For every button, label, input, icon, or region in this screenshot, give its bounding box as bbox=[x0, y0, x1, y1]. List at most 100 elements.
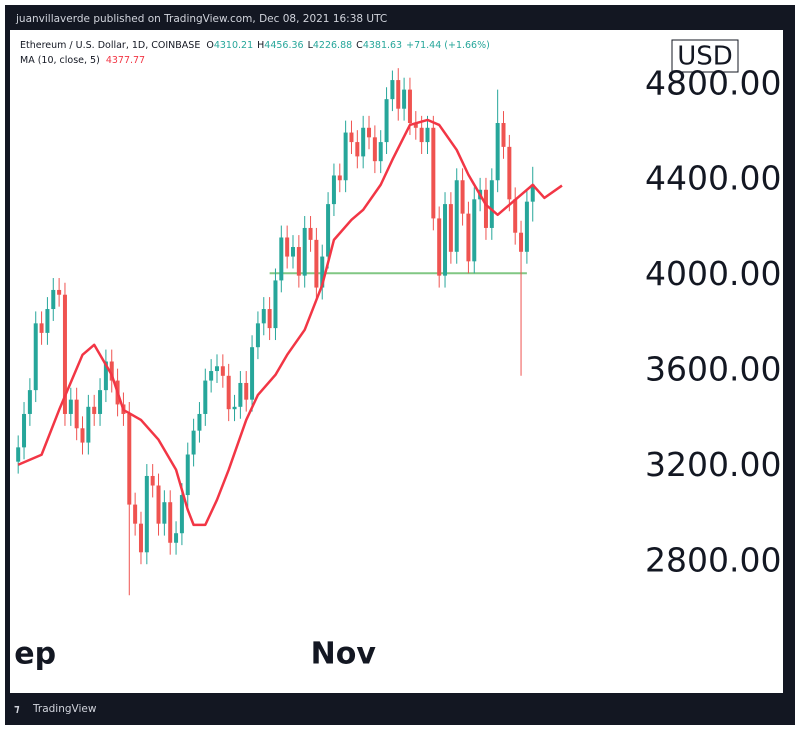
candle-body bbox=[244, 382, 249, 400]
candle-body bbox=[524, 201, 529, 252]
legend-main: Ethereum / U.S. Dollar, 1D, COINBASE O431… bbox=[20, 40, 490, 51]
plot bbox=[16, 68, 563, 596]
candle-body bbox=[483, 189, 488, 228]
o-prefix: O bbox=[206, 40, 213, 51]
candle-body bbox=[220, 366, 225, 376]
h-value: 4456.36 bbox=[264, 40, 303, 51]
candle-body bbox=[185, 454, 190, 496]
candle-body bbox=[156, 485, 161, 524]
candle-body bbox=[448, 204, 453, 252]
candle-body bbox=[489, 180, 494, 228]
candle-body bbox=[179, 495, 184, 534]
candle-body bbox=[296, 247, 301, 276]
candle-body bbox=[419, 127, 424, 143]
candle-body bbox=[454, 180, 459, 252]
candle-body bbox=[22, 413, 27, 448]
candle-body bbox=[308, 227, 313, 240]
ma-line bbox=[17, 118, 563, 527]
candle-body bbox=[355, 142, 360, 157]
candle-body bbox=[86, 406, 91, 443]
candle-body bbox=[431, 127, 436, 219]
candle-body bbox=[367, 127, 372, 138]
candle-body bbox=[519, 232, 524, 252]
y-tick-label: 2800.00 bbox=[645, 540, 781, 579]
candle-body bbox=[51, 289, 56, 310]
candle-body bbox=[378, 142, 383, 162]
y-tick-label: 4000.00 bbox=[645, 254, 781, 293]
candle-body bbox=[232, 406, 237, 410]
candle-body bbox=[16, 447, 21, 462]
candle-body bbox=[45, 309, 50, 333]
candle-body bbox=[361, 127, 366, 157]
candle-body bbox=[343, 132, 348, 181]
candle-body bbox=[255, 323, 260, 348]
candle-body bbox=[209, 371, 214, 381]
candle-body bbox=[273, 280, 278, 329]
candle-body bbox=[495, 123, 500, 181]
candle-body bbox=[168, 502, 173, 543]
candle-body bbox=[331, 175, 336, 205]
candle-body bbox=[74, 399, 79, 429]
change: +71.44 (+1.66%) bbox=[406, 40, 490, 51]
candle-body bbox=[57, 289, 62, 295]
candle-body bbox=[314, 239, 319, 288]
candle-body bbox=[174, 533, 179, 543]
x-tick-label: Nov bbox=[311, 637, 377, 672]
candle-body bbox=[226, 375, 231, 410]
candle-body bbox=[437, 218, 442, 276]
candle-body bbox=[62, 294, 67, 414]
y-tick-label: 4400.00 bbox=[645, 159, 781, 198]
brand: TradingView bbox=[32, 703, 97, 715]
candle-body bbox=[127, 413, 132, 505]
y-tick-label: 3200.00 bbox=[645, 445, 781, 484]
candle-body bbox=[162, 502, 167, 524]
o-value: 4310.21 bbox=[214, 40, 253, 51]
candle-body bbox=[349, 132, 354, 143]
candle-body bbox=[302, 227, 307, 276]
candle-body bbox=[250, 347, 255, 400]
candle-body bbox=[501, 123, 506, 147]
l-value: 4226.88 bbox=[313, 40, 352, 51]
candle-body bbox=[92, 406, 97, 414]
candle-body bbox=[390, 80, 395, 100]
chart-area bbox=[10, 30, 783, 693]
candle-body bbox=[103, 361, 108, 391]
candle-body bbox=[138, 523, 143, 553]
y-tick-label: 4800.00 bbox=[645, 63, 781, 102]
candle-body bbox=[320, 256, 325, 288]
candle-body bbox=[507, 146, 512, 200]
candle-body bbox=[133, 504, 138, 524]
candle-body bbox=[214, 366, 219, 372]
c-prefix: C bbox=[356, 40, 363, 51]
symbol: Ethereum / U.S. Dollar, 1D, COINBASE bbox=[20, 40, 200, 51]
currency-box bbox=[671, 39, 739, 73]
candle-body bbox=[39, 323, 44, 333]
h-prefix: H bbox=[257, 40, 264, 51]
c-value: 4381.63 bbox=[363, 40, 402, 51]
candle-body bbox=[372, 137, 377, 162]
candle-body bbox=[326, 204, 331, 257]
l-prefix: L bbox=[308, 40, 314, 51]
candle-body bbox=[396, 80, 401, 109]
candle-body bbox=[27, 390, 32, 414]
candle-body bbox=[472, 199, 477, 262]
candle-body bbox=[98, 390, 103, 414]
candle-body bbox=[150, 475, 155, 486]
publisher: juanvillaverde published on TradingView.… bbox=[15, 13, 387, 25]
candle-body bbox=[33, 323, 38, 391]
candle-body bbox=[530, 184, 535, 202]
candle-body bbox=[460, 180, 465, 214]
candle-body bbox=[407, 89, 412, 124]
candle-body bbox=[80, 428, 85, 443]
candle-body bbox=[425, 127, 430, 143]
candle-body bbox=[466, 213, 471, 262]
candle-body bbox=[443, 204, 448, 276]
candle-body bbox=[337, 175, 342, 181]
candle-body bbox=[68, 399, 73, 414]
candle-body bbox=[267, 309, 272, 329]
candle-body bbox=[413, 123, 418, 128]
candle-body bbox=[203, 380, 208, 414]
x-tick-label: ep bbox=[14, 637, 56, 672]
candle-body bbox=[285, 237, 290, 257]
